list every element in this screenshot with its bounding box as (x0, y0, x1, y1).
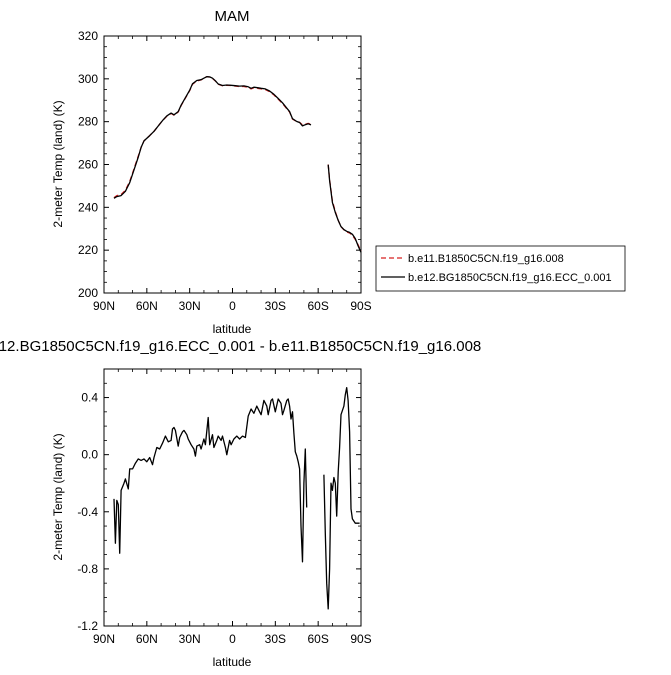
top-plot-frame (103, 35, 362, 294)
y-tick-label: 300 (78, 72, 98, 86)
top-axis-ticks: 90N 60N 30N 0 30S 60S 90S 200 220 240 260 280 300 320 (78, 29, 372, 313)
y-tick-label: -0.8 (77, 562, 98, 576)
top-x-axis-label: latitude (213, 322, 252, 336)
y-tick-label: -1.2 (77, 619, 98, 633)
x-tick-label: 0 (229, 299, 236, 313)
y-tick-label: -0.4 (77, 505, 98, 519)
y-tick-label: 280 (78, 115, 98, 129)
legend-label-series-2: b.e12.BG1850C5CN.f19_g16.ECC_0.001 (408, 272, 612, 284)
series-1-line-segment-2 (323, 386, 360, 610)
x-tick-label: 0 (229, 632, 236, 646)
x-tick-label: 60S (307, 299, 328, 313)
bottom-series-lines (113, 386, 360, 610)
top-legend: b.e11.B1850C5CN.f19_g16.008 b.e12.BG1850… (375, 245, 626, 292)
x-tick-label: 60N (136, 632, 158, 646)
x-tick-label: 90S (350, 632, 371, 646)
y-tick-label: 0.4 (81, 391, 98, 405)
y-tick-label: 0.0 (81, 448, 98, 462)
x-tick-label: 60S (307, 632, 328, 646)
bottom-y-axis-label: 2-meter Temp (land) (K) (51, 433, 65, 560)
x-tick-label: 90N (93, 632, 115, 646)
y-tick-label: 320 (78, 29, 98, 43)
top-y-axis-label: 2-meter Temp (land) (K) (51, 100, 65, 227)
x-tick-label: 30S (265, 632, 286, 646)
series-1-line-segment-1 (113, 398, 308, 563)
x-tick-label: 90N (93, 299, 115, 313)
series-1-line-segment-2 (327, 164, 362, 252)
y-tick-label: 240 (78, 200, 98, 214)
legend-label-series-1: b.e11.B1850C5CN.f19_g16.008 (408, 253, 564, 265)
y-tick-label: 220 (78, 243, 98, 257)
y-tick-label: 260 (78, 158, 98, 172)
series-1-line-segment-1 (113, 76, 312, 199)
series-2-line-segment-1 (113, 76, 312, 199)
x-tick-label: 30S (265, 299, 286, 313)
y-tick-label: 200 (78, 286, 98, 300)
bottom-panel: 12.BG1850C5CN.f19_g16.ECC_0.001 - b.e11.… (0, 338, 481, 669)
top-chart-title: MAM (215, 8, 250, 25)
top-series-lines (113, 76, 362, 253)
x-tick-label: 30N (179, 632, 201, 646)
bottom-chart-title: 12.BG1850C5CN.f19_g16.ECC_0.001 - b.e11.… (0, 338, 481, 355)
bottom-x-axis-label: latitude (213, 655, 252, 669)
top-panel: MAM 90N 60N 30N 0 30S 60S 90S 200 220 240 260 280 30… (51, 8, 626, 336)
bottom-plot-frame (103, 368, 362, 627)
legend-box (375, 245, 626, 292)
x-tick-label: 90S (350, 299, 371, 313)
x-tick-label: 60N (136, 299, 158, 313)
series-2-line-segment-2 (327, 164, 362, 253)
x-tick-label: 30N (179, 299, 201, 313)
bottom-axis-ticks: 90N 60N 30N 0 30S 60S 90S -1.2 -0.8 -0.4 0.0 0.4 (77, 368, 372, 646)
